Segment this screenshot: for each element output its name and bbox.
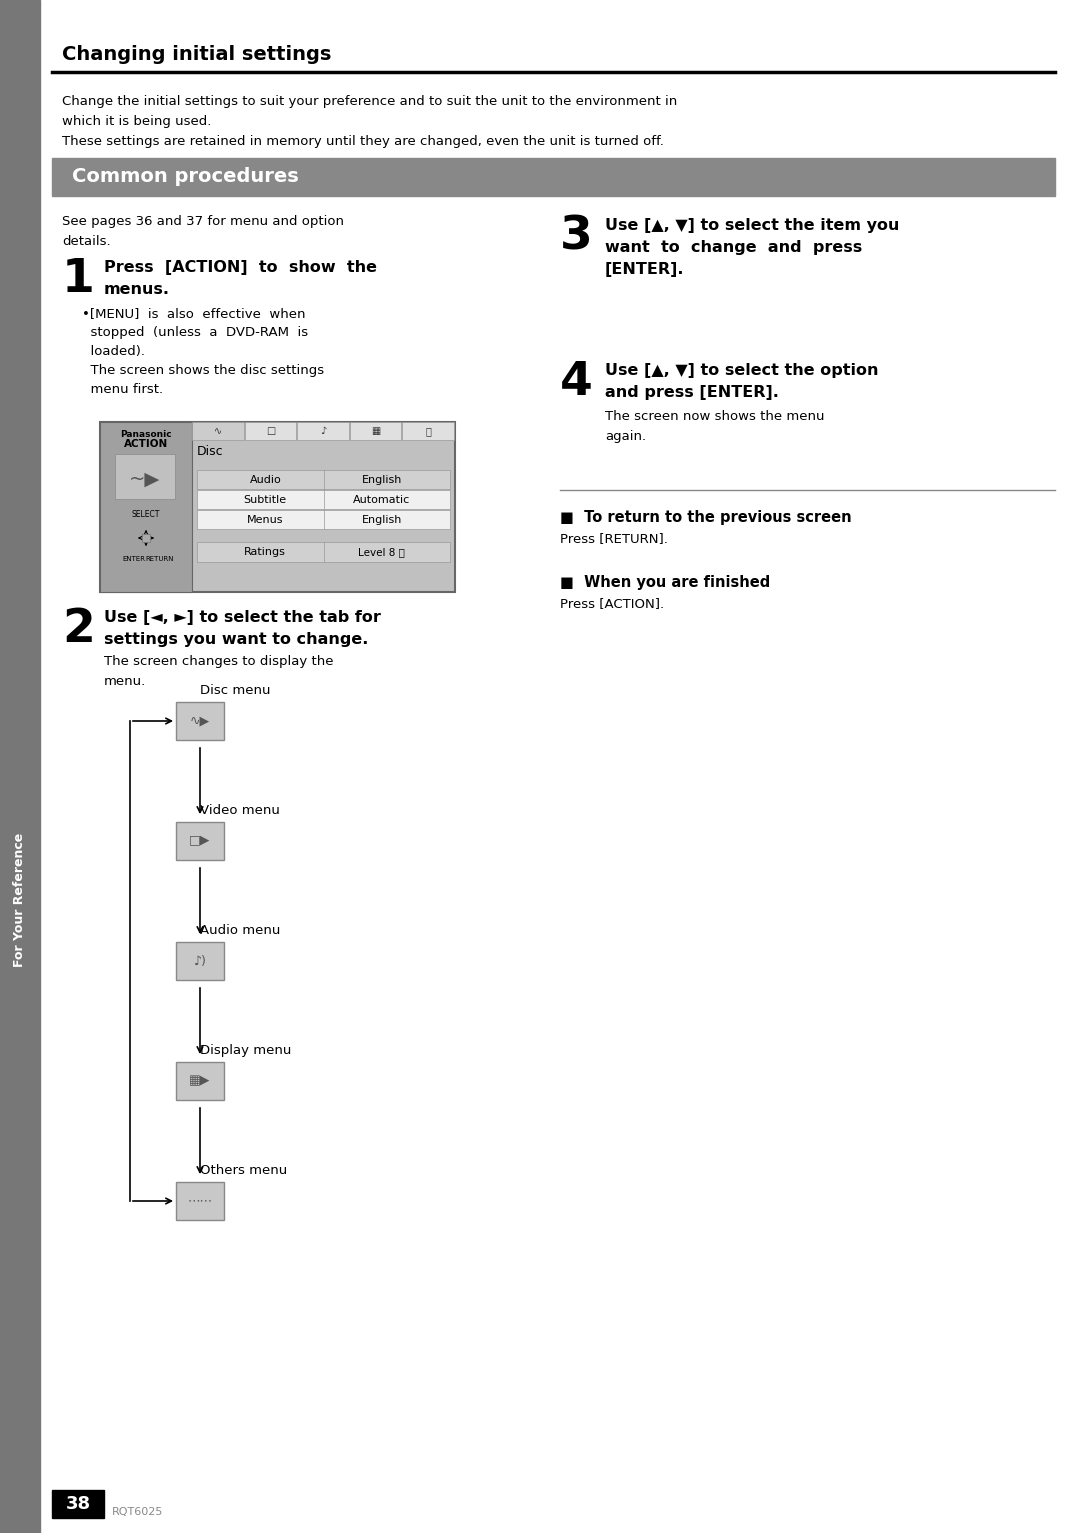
Text: ~▶: ~▶ (130, 469, 161, 489)
Text: Use [▲, ▼] to select the option: Use [▲, ▼] to select the option (605, 363, 878, 379)
Bar (100, 422, 192, 592)
Text: loaded).: loaded). (82, 345, 145, 359)
Text: ♪): ♪) (193, 955, 206, 967)
Text: Common procedures: Common procedures (72, 167, 299, 187)
Text: Menus: Menus (247, 515, 284, 524)
Text: ENTER: ENTER (122, 556, 146, 563)
Text: Change the initial settings to suit your preference and to suit the unit to the : Change the initial settings to suit your… (62, 95, 677, 107)
Text: ⋯⋯: ⋯⋯ (188, 1194, 213, 1208)
Text: Others menu: Others menu (200, 1164, 287, 1177)
Bar (176, 1182, 224, 1220)
Text: Ratings: Ratings (244, 547, 286, 556)
Text: want  to  change  and  press: want to change and press (605, 241, 862, 254)
Text: 38: 38 (66, 1495, 91, 1513)
Text: □▶: □▶ (189, 834, 211, 848)
Text: which it is being used.: which it is being used. (62, 115, 212, 127)
Text: See pages 36 and 37 for menu and option: See pages 36 and 37 for menu and option (62, 215, 345, 228)
Text: SELECT: SELECT (132, 510, 160, 520)
Text: Press [RETURN].: Press [RETURN]. (561, 532, 667, 546)
Text: ▦: ▦ (372, 426, 381, 435)
Text: Panasonic: Panasonic (120, 429, 172, 438)
Text: ∿: ∿ (214, 426, 222, 435)
Text: ■  When you are finished: ■ When you are finished (561, 575, 770, 590)
Bar (52, 1490, 104, 1518)
Text: 2: 2 (62, 607, 95, 652)
Text: The screen changes to display the: The screen changes to display the (104, 655, 334, 668)
Bar (197, 471, 450, 489)
Bar (197, 543, 450, 563)
Text: These settings are retained in memory until they are changed, even the unit is t: These settings are retained in memory un… (62, 135, 664, 149)
Text: ⌗: ⌗ (426, 426, 432, 435)
Bar (197, 510, 450, 529)
Bar (350, 422, 402, 440)
Text: Level 8 🔒: Level 8 🔒 (359, 547, 405, 556)
Bar (100, 422, 455, 592)
Text: The screen shows the disc settings: The screen shows the disc settings (82, 363, 324, 377)
Text: ▦▶: ▦▶ (189, 1075, 211, 1087)
Text: 4: 4 (561, 360, 593, 405)
Text: Subtitle: Subtitle (244, 495, 287, 504)
Bar (176, 941, 224, 980)
Text: Use [▲, ▼] to select the item you: Use [▲, ▼] to select the item you (605, 218, 900, 233)
Text: and press [ENTER].: and press [ENTER]. (605, 385, 779, 400)
Text: ∿▶: ∿▶ (190, 714, 211, 728)
Text: English: English (362, 515, 402, 524)
Text: stopped  (unless  a  DVD-RAM  is: stopped (unless a DVD-RAM is (82, 327, 308, 339)
Bar (52, 158, 1055, 196)
Bar (114, 454, 175, 500)
Bar (141, 533, 150, 543)
Text: Audio menu: Audio menu (200, 924, 281, 937)
Text: Changing initial settings: Changing initial settings (62, 46, 332, 64)
Text: menus.: menus. (104, 282, 170, 297)
Text: Disc menu: Disc menu (200, 684, 270, 698)
Bar (0, 0, 40, 1533)
Text: Video menu: Video menu (200, 803, 280, 817)
Text: details.: details. (62, 235, 110, 248)
Text: RETURN: RETURN (146, 556, 174, 563)
Text: Use [◄, ►] to select the tab for: Use [◄, ►] to select the tab for (104, 610, 381, 625)
Bar (197, 491, 450, 509)
Text: Display menu: Display menu (200, 1044, 292, 1056)
Text: ♪: ♪ (321, 426, 326, 435)
Bar (244, 422, 296, 440)
Bar (297, 422, 349, 440)
Text: Audio: Audio (249, 475, 281, 484)
Text: Press  [ACTION]  to  show  the: Press [ACTION] to show the (104, 261, 377, 274)
Text: menu.: menu. (104, 675, 146, 688)
Text: 3: 3 (561, 215, 593, 261)
Text: menu first.: menu first. (82, 383, 163, 396)
Text: RQT6025: RQT6025 (112, 1507, 163, 1518)
Text: Press [ACTION].: Press [ACTION]. (561, 596, 664, 610)
Text: The screen now shows the menu: The screen now shows the menu (605, 409, 824, 423)
Text: ■  To return to the previous screen: ■ To return to the previous screen (561, 510, 852, 524)
Text: •[MENU]  is  also  effective  when: •[MENU] is also effective when (82, 307, 306, 320)
Bar (192, 422, 244, 440)
Text: settings you want to change.: settings you want to change. (104, 632, 368, 647)
Bar (403, 422, 454, 440)
Text: ACTION: ACTION (124, 438, 168, 449)
Text: English: English (362, 475, 402, 484)
Text: □: □ (267, 426, 275, 435)
Bar (176, 1062, 224, 1101)
Text: Disc: Disc (197, 445, 224, 458)
Text: For Your Reference: For Your Reference (13, 832, 27, 967)
Text: Automatic: Automatic (353, 495, 410, 504)
Bar (176, 822, 224, 860)
Bar (176, 702, 224, 740)
Text: 1: 1 (62, 258, 95, 302)
Text: [ENTER].: [ENTER]. (605, 262, 685, 277)
Text: again.: again. (605, 429, 646, 443)
